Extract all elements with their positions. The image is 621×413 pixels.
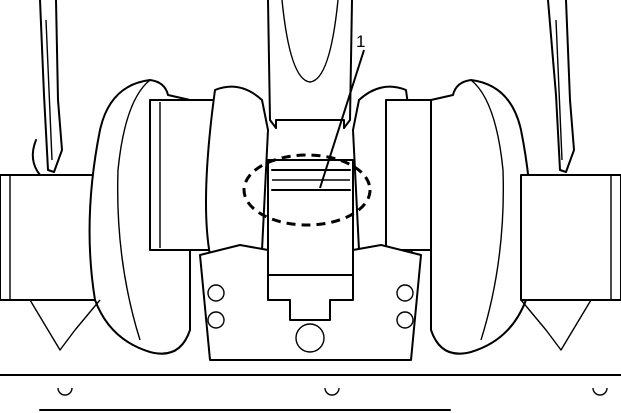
bearing-cap xyxy=(199,244,422,361)
connecting-rod-center xyxy=(267,0,353,129)
callout-number: 1 xyxy=(356,32,365,51)
left-main-journal xyxy=(0,174,101,301)
center-main-journal xyxy=(267,159,354,276)
right-counterweight xyxy=(430,79,533,355)
right-main-journal xyxy=(520,174,621,301)
connecting-rod-right xyxy=(547,0,575,173)
connecting-rod-left xyxy=(31,0,63,176)
leader-line xyxy=(319,49,365,189)
left-inner-web xyxy=(205,85,269,256)
engine-block-lower xyxy=(0,299,621,411)
dashed-highlight-ellipse xyxy=(242,153,372,227)
